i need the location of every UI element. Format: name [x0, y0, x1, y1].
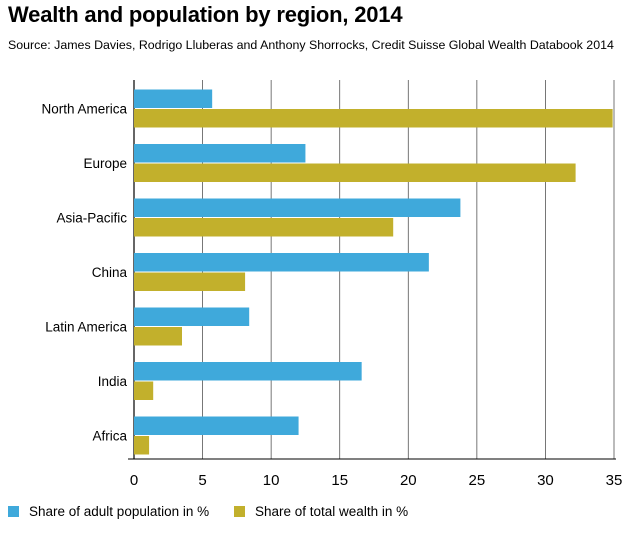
- bar-wealth-asia-pacific: [134, 218, 394, 237]
- category-label-asia-pacific: Asia-Pacific: [56, 211, 127, 226]
- x-tick-label-20: 20: [400, 472, 417, 489]
- category-label-north-america: North America: [41, 102, 127, 117]
- legend-swatch-wealth: [234, 506, 245, 517]
- legend-item-population: Share of adult population in %: [8, 504, 209, 519]
- category-label-china: China: [92, 265, 128, 280]
- bar-wealth-europe: [134, 163, 576, 182]
- bar-wealth-india: [134, 381, 154, 400]
- x-tick-label-5: 5: [198, 472, 206, 489]
- bar-population-europe: [134, 144, 306, 163]
- x-tick-label-35: 35: [606, 472, 623, 489]
- bar-population-latin-america: [134, 307, 250, 326]
- bar-population-asia-pacific: [134, 198, 461, 217]
- chart-subtitle: Source: James Davies, Rodrigo Lluberas a…: [8, 38, 614, 52]
- legend-item-wealth: Share of total wealth in %: [234, 504, 408, 519]
- category-label-africa: Africa: [92, 429, 127, 444]
- bar-wealth-africa: [134, 436, 150, 455]
- category-label-europe: Europe: [83, 156, 127, 171]
- bar-wealth-china: [134, 272, 246, 291]
- bar-wealth-latin-america: [134, 327, 182, 346]
- x-tick-label-30: 30: [537, 472, 554, 489]
- bar-population-north-america: [134, 89, 213, 108]
- legend-label-wealth: Share of total wealth in %: [255, 504, 409, 519]
- legend-swatch-population: [8, 506, 19, 517]
- bar-wealth-north-america: [134, 109, 613, 128]
- chart-title: Wealth and population by region, 2014: [8, 2, 403, 27]
- bar-population-india: [134, 362, 362, 381]
- category-label-india: India: [98, 374, 128, 389]
- legend-label-population: Share of adult population in %: [29, 504, 210, 519]
- x-tick-label-15: 15: [331, 472, 348, 489]
- category-label-latin-america: Latin America: [45, 320, 127, 335]
- x-tick-label-25: 25: [469, 472, 486, 489]
- bar-population-africa: [134, 416, 299, 435]
- x-tick-label-0: 0: [130, 472, 138, 489]
- x-tick-label-10: 10: [263, 472, 280, 489]
- bar-population-china: [134, 253, 429, 272]
